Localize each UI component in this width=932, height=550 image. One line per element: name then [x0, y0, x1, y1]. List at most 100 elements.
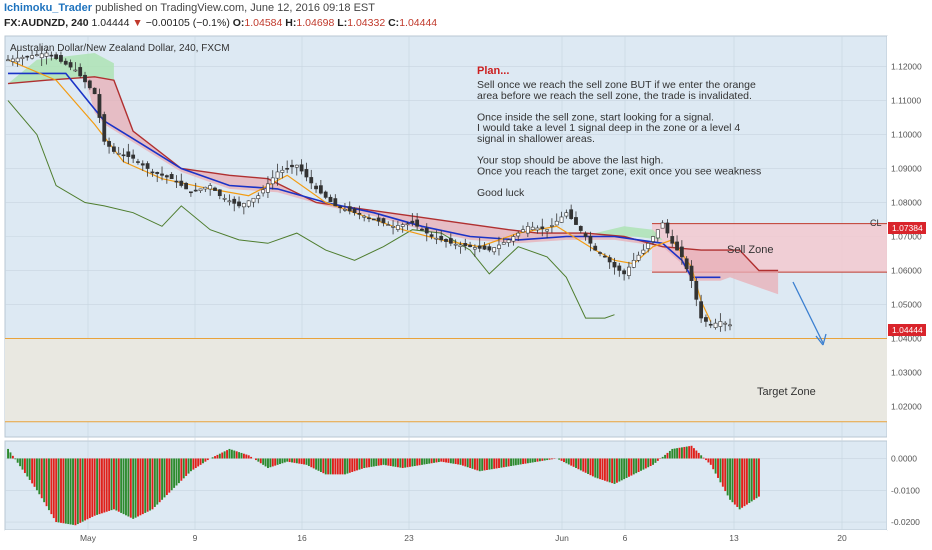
candle-body	[675, 241, 679, 251]
histogram-bar	[16, 458, 19, 463]
histogram-bar	[690, 445, 693, 459]
candle-body	[540, 226, 545, 230]
histogram-bar	[601, 458, 604, 480]
candlestick	[564, 209, 569, 219]
histogram-bar	[584, 458, 587, 473]
histogram-bar	[705, 458, 707, 461]
candle-body	[463, 243, 468, 247]
candlestick	[347, 201, 352, 215]
histogram-bar	[134, 458, 137, 518]
y-tick-label: 1.09000	[891, 164, 922, 174]
author-name[interactable]: Ichimoku_Trader	[4, 2, 93, 14]
histogram-bar	[478, 458, 481, 472]
candle-body	[497, 244, 501, 249]
candle-body	[530, 226, 535, 230]
candle-body	[213, 187, 217, 191]
candle-body	[97, 94, 102, 118]
histogram-bar	[449, 458, 452, 464]
histogram-bar	[382, 458, 385, 465]
candle-body	[487, 246, 492, 251]
histogram-bar	[235, 451, 238, 459]
histogram-bar	[271, 458, 274, 467]
histogram-bar	[14, 458, 17, 460]
histogram-bar	[310, 458, 313, 468]
histogram-bar	[389, 458, 392, 467]
histogram-bar	[447, 458, 450, 463]
histogram-bar	[481, 458, 484, 471]
histogram-bar	[283, 458, 286, 463]
histogram-bar	[377, 458, 380, 466]
candlestick	[83, 71, 87, 89]
last-price-label: 1.04444	[892, 325, 923, 335]
candle-body	[275, 171, 280, 179]
candle-body	[622, 270, 627, 275]
histogram-bar	[187, 458, 190, 474]
histogram-bar	[457, 458, 460, 465]
histogram-bar	[127, 458, 130, 517]
candlestick	[468, 241, 472, 248]
histogram-bar	[640, 458, 642, 471]
histogram-bar	[632, 458, 635, 475]
histogram-bar	[262, 458, 265, 465]
histogram-bar	[129, 458, 132, 518]
histogram-bar	[122, 458, 125, 515]
candlestick	[318, 179, 323, 195]
candle-body	[670, 236, 675, 244]
candle-body	[665, 222, 670, 234]
candlestick	[290, 159, 294, 174]
histogram-bar	[466, 458, 469, 468]
plan-annotation: Plan... Sell once we reach the sell zone…	[477, 65, 761, 199]
candlestick	[54, 52, 59, 61]
histogram-bar	[168, 458, 171, 493]
candle-body	[63, 60, 68, 65]
histogram-bar	[522, 458, 525, 465]
histogram-bar	[611, 458, 614, 484]
histogram-bar	[230, 449, 233, 459]
candlestick	[386, 221, 391, 226]
candle-body	[164, 175, 169, 178]
candle-body	[87, 80, 92, 89]
candlestick	[131, 149, 136, 164]
candle-body	[684, 258, 689, 270]
histogram-bar	[190, 458, 192, 472]
histogram-bar	[307, 458, 310, 467]
candlestick	[670, 229, 675, 247]
histogram-bar	[141, 458, 144, 515]
candlestick	[121, 148, 126, 163]
histogram-bar	[28, 458, 31, 480]
candle-body	[550, 225, 554, 227]
histogram-bar	[137, 458, 139, 517]
histogram-bar	[21, 458, 24, 470]
candle-body	[472, 247, 477, 250]
candle-body	[607, 257, 612, 263]
candlestick	[333, 194, 338, 207]
candlestick	[63, 58, 68, 66]
histogram-bar	[664, 454, 667, 459]
candle-body	[34, 54, 39, 56]
candle-body	[10, 58, 15, 62]
histogram-bar	[606, 458, 609, 482]
candle-body	[323, 191, 328, 198]
candle-body	[492, 247, 497, 253]
histogram-bar	[517, 458, 520, 465]
candlestick	[477, 237, 482, 253]
candlestick	[506, 238, 511, 247]
histogram-bar	[409, 458, 411, 467]
chart-title: Australian Dollar/New Zealand Dollar, 24…	[10, 43, 230, 54]
histogram-bar	[620, 458, 623, 481]
histogram-bar	[348, 458, 351, 473]
histogram-bar	[170, 458, 173, 491]
histogram-bar	[269, 458, 272, 468]
candle-body	[73, 69, 78, 72]
histogram-bar	[500, 458, 503, 468]
histogram-bar	[144, 458, 147, 513]
candle-body	[429, 234, 434, 237]
candle-body	[448, 238, 453, 244]
candle-body	[15, 57, 20, 63]
histogram-bar	[440, 458, 443, 462]
chikou-span-line	[7, 100, 615, 319]
candle-body	[198, 188, 203, 191]
histogram-bar	[242, 453, 245, 459]
histogram-bar	[421, 458, 423, 465]
